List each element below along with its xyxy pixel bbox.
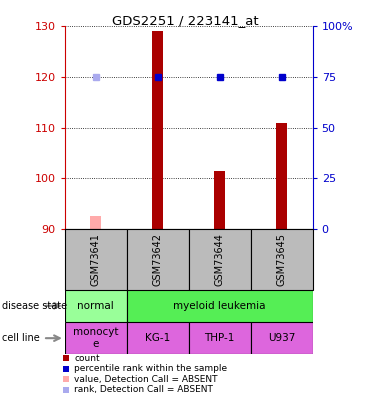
Text: disease state: disease state xyxy=(2,301,67,311)
Text: GSM73642: GSM73642 xyxy=(153,233,163,286)
Text: THP-1: THP-1 xyxy=(205,333,235,343)
Bar xyxy=(189,229,251,290)
Bar xyxy=(214,171,225,229)
Text: value, Detection Call = ABSENT: value, Detection Call = ABSENT xyxy=(74,375,218,384)
Text: GDS2251 / 223141_at: GDS2251 / 223141_at xyxy=(112,14,258,27)
Text: rank, Detection Call = ABSENT: rank, Detection Call = ABSENT xyxy=(74,386,213,394)
Text: count: count xyxy=(74,354,100,363)
Bar xyxy=(90,216,101,229)
Text: U937: U937 xyxy=(268,333,295,343)
Bar xyxy=(152,32,163,229)
Text: GSM73644: GSM73644 xyxy=(215,233,225,286)
Text: GSM73645: GSM73645 xyxy=(277,233,287,286)
Bar xyxy=(127,290,313,322)
Bar xyxy=(276,122,287,229)
Bar xyxy=(65,290,127,322)
Bar xyxy=(251,322,313,354)
Bar xyxy=(127,229,189,290)
Text: GSM73641: GSM73641 xyxy=(91,233,101,286)
Text: KG-1: KG-1 xyxy=(145,333,170,343)
Text: monocyt
e: monocyt e xyxy=(73,327,118,349)
Text: percentile rank within the sample: percentile rank within the sample xyxy=(74,364,228,373)
Bar xyxy=(65,229,127,290)
Text: myeloid leukemia: myeloid leukemia xyxy=(174,301,266,311)
Bar xyxy=(189,322,251,354)
Bar xyxy=(65,322,127,354)
Text: cell line: cell line xyxy=(2,333,40,343)
Bar xyxy=(251,229,313,290)
Text: normal: normal xyxy=(77,301,114,311)
Bar xyxy=(127,322,189,354)
